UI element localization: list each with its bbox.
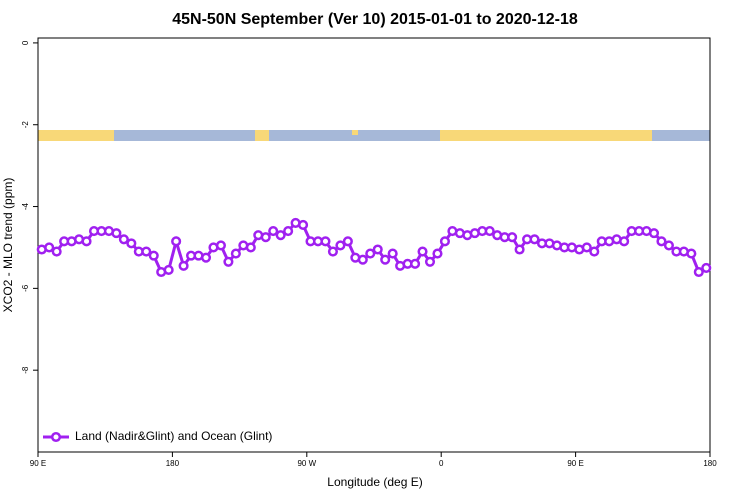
legend-marker <box>50 431 62 443</box>
data-point <box>320 236 331 247</box>
data-point <box>439 236 450 247</box>
data-point <box>693 266 704 278</box>
land-band <box>38 130 114 141</box>
legend-item: Land (Nadir&Glint) and Ocean (Glint) <box>43 429 272 443</box>
y-tick-label: 0 <box>21 40 30 45</box>
y-tick-label: -4 <box>21 202 30 210</box>
data-point <box>663 240 674 251</box>
y-tick-label: -8 <box>21 366 30 374</box>
data-point <box>141 246 152 257</box>
data-point <box>223 256 234 267</box>
data-point <box>178 260 189 271</box>
x-tick-label: 90 E <box>30 459 46 468</box>
data-point <box>335 240 346 251</box>
data-point <box>432 248 443 259</box>
data-point <box>648 228 660 239</box>
data-point <box>507 232 518 243</box>
data-point <box>581 242 592 253</box>
data-point <box>44 242 55 253</box>
data-point <box>417 246 428 257</box>
data-point <box>230 248 241 259</box>
x-tick-label: 90 W <box>297 459 316 468</box>
data-point <box>268 226 279 237</box>
data-point <box>260 232 271 243</box>
data-point <box>529 234 540 245</box>
data-point <box>701 262 712 273</box>
data-point <box>171 236 182 247</box>
data-point <box>484 226 495 237</box>
data-point <box>380 254 391 265</box>
data-point <box>656 236 667 247</box>
ocean-band <box>38 130 710 141</box>
land-band <box>352 130 358 135</box>
plot-frame <box>37 37 711 453</box>
data-point <box>148 250 159 261</box>
data-point <box>514 244 525 255</box>
data-point <box>357 254 368 265</box>
x-tick-label: 0 <box>439 459 444 468</box>
data-point <box>589 246 600 257</box>
x-axis-label: Longitude (deg E) <box>327 475 422 489</box>
legend-label: Land (Nadir&Glint) and Ocean (Glint) <box>75 429 272 443</box>
data-point <box>215 240 226 251</box>
land-band <box>440 130 652 141</box>
data-point <box>298 219 309 231</box>
x-tick-label: 180 <box>703 459 717 468</box>
x-tick-label: 180 <box>166 459 180 468</box>
land-ocean-strip <box>38 130 710 141</box>
x-tick-label: 90 E <box>567 459 583 468</box>
y-tick-label: -6 <box>21 284 30 292</box>
data-point <box>81 236 92 247</box>
land-band <box>255 130 269 141</box>
data-point <box>163 264 174 276</box>
data-point <box>275 230 286 241</box>
data-point <box>126 238 137 249</box>
data-point <box>424 256 436 267</box>
data-point <box>372 244 383 255</box>
data-point <box>342 236 353 247</box>
data-point <box>410 258 421 269</box>
y-axis-label: XCO2 - MLO trend (ppm) <box>1 178 15 313</box>
chart-title: 45N-50N September (Ver 10) 2015-01-01 to… <box>172 11 578 28</box>
data-point <box>245 242 256 253</box>
y-tick-label: -2 <box>21 121 30 129</box>
data-point <box>365 248 376 259</box>
data-point <box>200 252 212 263</box>
data-point <box>327 246 338 257</box>
data-point <box>118 234 129 245</box>
data-point <box>686 248 697 259</box>
data-point <box>283 226 294 237</box>
data-point <box>387 248 398 259</box>
data-point <box>51 246 62 257</box>
data-point <box>619 236 630 247</box>
data-point <box>111 228 122 239</box>
